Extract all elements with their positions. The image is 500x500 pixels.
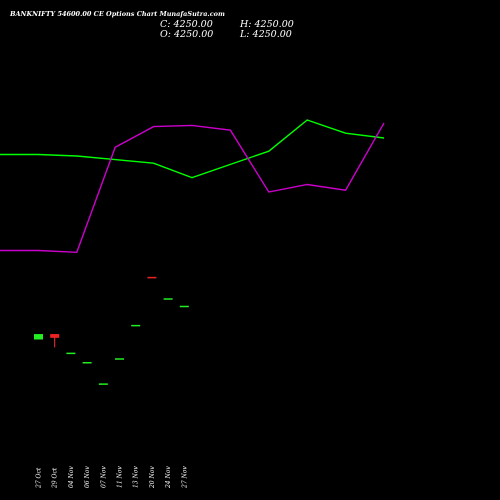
- candle: [131, 324, 141, 327]
- chart-title: BANKNIFTY 54600.00 CE Options Chart Muna…: [9, 10, 225, 18]
- candle-body: [98, 383, 108, 385]
- candle: [179, 305, 189, 308]
- high-price-label: H: 4250.00: [239, 19, 294, 30]
- upper-indicator-line: [0, 119, 385, 179]
- candle-body: [82, 362, 92, 364]
- lower-indicator-line: [0, 122, 385, 254]
- candle: [147, 276, 157, 279]
- candle-body: [147, 276, 157, 279]
- candles: [34, 276, 189, 385]
- candle: [82, 362, 92, 364]
- candle: [163, 298, 173, 300]
- candle: [50, 334, 60, 348]
- x-axis-ticks: 27 Oct 29 Oct 04 Nov 06 Nov 07 Nov 11 Nov 13 N…: [36, 466, 189, 489]
- indicator-lines: [0, 119, 385, 254]
- x-tick-label: 20 Nov: [149, 466, 156, 489]
- low-price-label: L: 4250.00: [239, 29, 292, 40]
- x-tick-label: 11 Nov: [117, 466, 124, 488]
- candle-body: [34, 334, 43, 340]
- candle-body: [131, 324, 141, 327]
- x-tick-label: 27 Oct: [36, 467, 43, 489]
- candle: [66, 352, 76, 355]
- candle: [34, 334, 43, 340]
- candle-body: [179, 305, 189, 308]
- close-price-label: C: 4250.00: [160, 19, 213, 30]
- open-price-label: O: 4250.00: [160, 29, 213, 40]
- candle-body: [50, 334, 60, 338]
- candle-body: [66, 352, 76, 355]
- x-tick-label: 06 Nov: [84, 466, 91, 488]
- x-tick-label: 24 Nov: [165, 466, 172, 489]
- candle: [98, 383, 108, 385]
- x-tick-label: 13 Nov: [133, 466, 140, 488]
- x-tick-label: 27 Nov: [181, 466, 188, 489]
- x-tick-label: 29 Oct: [52, 467, 59, 489]
- x-tick-label: 07 Nov: [100, 466, 107, 488]
- candle-body: [163, 298, 173, 300]
- candle-body: [115, 358, 124, 360]
- candle: [115, 358, 124, 360]
- x-tick-label: 04 Nov: [68, 466, 75, 488]
